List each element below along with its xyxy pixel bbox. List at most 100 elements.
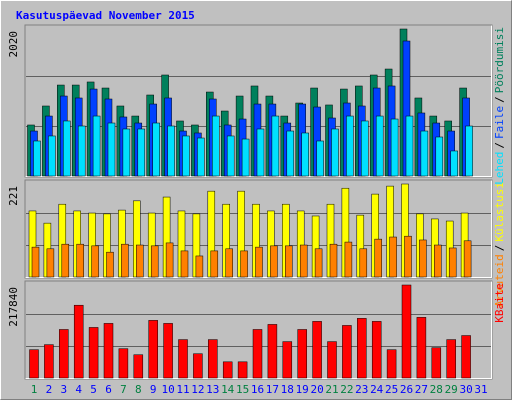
x-tick-label: 7	[120, 383, 127, 396]
bar	[434, 244, 442, 278]
x-tick-label: 2	[46, 383, 53, 396]
bar	[31, 246, 40, 278]
bar	[312, 321, 322, 379]
panel-bevel	[25, 180, 492, 278]
bar	[431, 347, 442, 379]
x-tick-label: 25	[385, 383, 398, 396]
bar	[133, 354, 144, 379]
bar	[44, 344, 54, 379]
chart-title: Kasutuspäevad November 2015	[16, 9, 195, 22]
bar	[256, 128, 265, 177]
x-tick-label: 29	[445, 383, 458, 396]
bar	[210, 250, 219, 278]
x-tick-label: 11	[176, 383, 189, 396]
bar	[270, 245, 278, 278]
bar	[357, 318, 367, 379]
y-tick-label: 2020	[7, 31, 20, 58]
legend-separator: /	[493, 96, 506, 103]
bar	[137, 128, 146, 177]
x-tick-label: 20	[310, 383, 323, 396]
bar	[121, 243, 129, 278]
bar	[226, 135, 235, 177]
bar	[63, 120, 71, 177]
y-tick-label: 221	[7, 186, 20, 206]
x-tick-label: 23	[355, 383, 368, 396]
x-tick-label: 9	[150, 383, 157, 396]
bar	[327, 341, 337, 379]
x-tick-label: 5	[90, 383, 97, 396]
x-tick-label: 22	[340, 383, 353, 396]
bar	[375, 115, 384, 177]
bar	[103, 323, 114, 379]
bar	[389, 236, 397, 278]
bar	[122, 128, 131, 177]
bar	[271, 115, 280, 177]
bar	[285, 245, 293, 278]
bar	[301, 132, 309, 177]
x-tick-label: 18	[281, 383, 294, 396]
bar	[286, 130, 295, 177]
bar	[435, 136, 444, 177]
panel-bevel	[25, 281, 492, 379]
x-tick-label: 13	[206, 383, 219, 396]
bar	[404, 235, 412, 278]
x-tick-label: 1	[31, 383, 38, 396]
legend-separator: /	[493, 142, 506, 149]
bar	[390, 118, 399, 177]
x-tick-label: 4	[75, 383, 82, 396]
bar	[419, 239, 427, 278]
bar	[193, 353, 203, 379]
bar	[342, 325, 352, 379]
bar	[240, 250, 248, 278]
x-tick-label: 19	[296, 383, 309, 396]
bar	[33, 140, 41, 177]
bar	[163, 323, 173, 379]
bar	[314, 248, 323, 278]
x-tick-label: 16	[251, 383, 264, 396]
bar	[282, 341, 293, 379]
bar	[465, 125, 473, 177]
bar	[420, 130, 429, 177]
panel-bevel	[25, 25, 492, 177]
x-tick-label: 28	[430, 383, 443, 396]
bar	[401, 284, 412, 379]
legend-entry: Faile	[493, 106, 506, 139]
x-tick-label: 31	[474, 383, 487, 396]
bar	[73, 304, 84, 379]
x-tick-label: 24	[370, 383, 384, 396]
x-tick-label: 14	[221, 383, 235, 396]
bar	[88, 327, 99, 379]
x-tick-label: 26	[400, 383, 413, 396]
bar	[182, 135, 190, 177]
bar	[225, 248, 233, 278]
bar	[386, 349, 397, 379]
bar	[136, 244, 144, 278]
bar	[316, 140, 324, 177]
bar	[252, 329, 263, 379]
bar	[208, 339, 218, 379]
x-tick-label: 30	[459, 383, 472, 396]
bar	[180, 250, 189, 278]
bar	[267, 324, 278, 379]
bar	[297, 329, 307, 379]
bar	[446, 339, 456, 379]
bar	[212, 115, 220, 177]
bar	[416, 317, 427, 379]
legend-entry: Arvuteid	[493, 254, 506, 307]
bar	[48, 135, 56, 177]
legend: Arvuteid / Külastusi	[493, 182, 506, 307]
bar	[91, 245, 99, 278]
x-tick-label: 12	[191, 383, 204, 396]
bar	[344, 241, 353, 278]
legend: KBaite	[493, 283, 506, 323]
bar	[195, 255, 204, 278]
bar	[222, 361, 233, 379]
bar	[76, 243, 84, 278]
bar	[106, 251, 114, 278]
bar	[197, 137, 205, 177]
legend-entry: Lehed	[493, 152, 506, 185]
bar	[361, 120, 369, 177]
bar	[237, 361, 248, 379]
